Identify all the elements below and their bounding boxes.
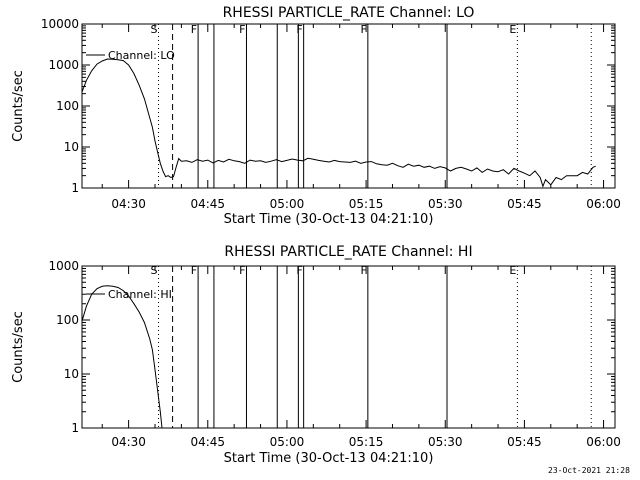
y-tick-label: 10000 [41, 17, 79, 31]
x-tick-label: 05:15 [349, 435, 384, 449]
x-tick-label: 05:15 [349, 197, 384, 211]
x-tick-label: 05:30 [428, 197, 463, 211]
legend-label: Channel: HI [108, 288, 172, 301]
event-marker-label: F [191, 264, 197, 277]
event-marker-label: S [151, 23, 158, 36]
y-tick-label: 100 [56, 313, 79, 327]
y-tick-label: 1000 [48, 58, 79, 72]
x-tick-label: 04:30 [111, 435, 146, 449]
event-marker-label: E [509, 264, 516, 277]
y-tick-label: 1000 [48, 259, 79, 273]
event-marker-label: S [151, 264, 158, 277]
series-line-0 [81, 58, 596, 188]
x-tick-label: 04:45 [190, 197, 225, 211]
x-axis-label: Start Time (30-Oct-13 04:21:10) [224, 451, 434, 466]
x-tick-label: 05:30 [428, 435, 463, 449]
event-marker-label: F [239, 264, 245, 277]
y-tick-label: 1 [71, 181, 79, 195]
legend-label: Channel: LO [108, 49, 175, 62]
x-tick-label: 06:00 [586, 197, 621, 211]
x-tick-label: 05:45 [507, 435, 542, 449]
event-marker-label: E [509, 23, 516, 36]
plot-timestamp: 23-Oct-2021 21:28 [548, 466, 630, 475]
x-tick-label: 04:30 [111, 197, 146, 211]
event-marker-label: F [296, 23, 302, 36]
series-line-0 [81, 285, 163, 429]
y-tick-label: 10 [64, 140, 79, 154]
x-tick-label: 04:45 [190, 435, 225, 449]
chart-panel-0: RHESSI PARTICLE_RATE Channel: LO 1 10 100 10… [11, 5, 621, 227]
y-tick-label: 100 [56, 99, 79, 113]
event-marker-label: F [239, 23, 245, 36]
y-tick-label: 1 [71, 421, 79, 435]
chart-title: RHESSI PARTICLE_RATE Channel: HI [224, 244, 472, 260]
y-axis-label: Counts/sec [11, 311, 26, 383]
plot-frame [81, 265, 616, 429]
event-marker-label: F [191, 23, 197, 36]
y-tick-label: 10 [64, 367, 79, 381]
event-marker-label: F [296, 264, 302, 277]
x-tick-label: 05:45 [507, 197, 542, 211]
y-axis-label: Counts/sec [11, 70, 26, 142]
x-tick-label: 05:00 [270, 197, 305, 211]
event-marker-label: F [361, 23, 367, 36]
x-tick-label: 05:00 [270, 435, 305, 449]
x-tick-label: 06:00 [586, 435, 621, 449]
chart-title: RHESSI PARTICLE_RATE Channel: LO [223, 5, 475, 21]
chart-panel-1: RHESSI PARTICLE_RATE Channel: HI 1 10 100 10… [11, 244, 621, 466]
event-marker-label: F [361, 264, 367, 277]
x-axis-label: Start Time (30-Oct-13 04:21:10) [224, 212, 434, 227]
